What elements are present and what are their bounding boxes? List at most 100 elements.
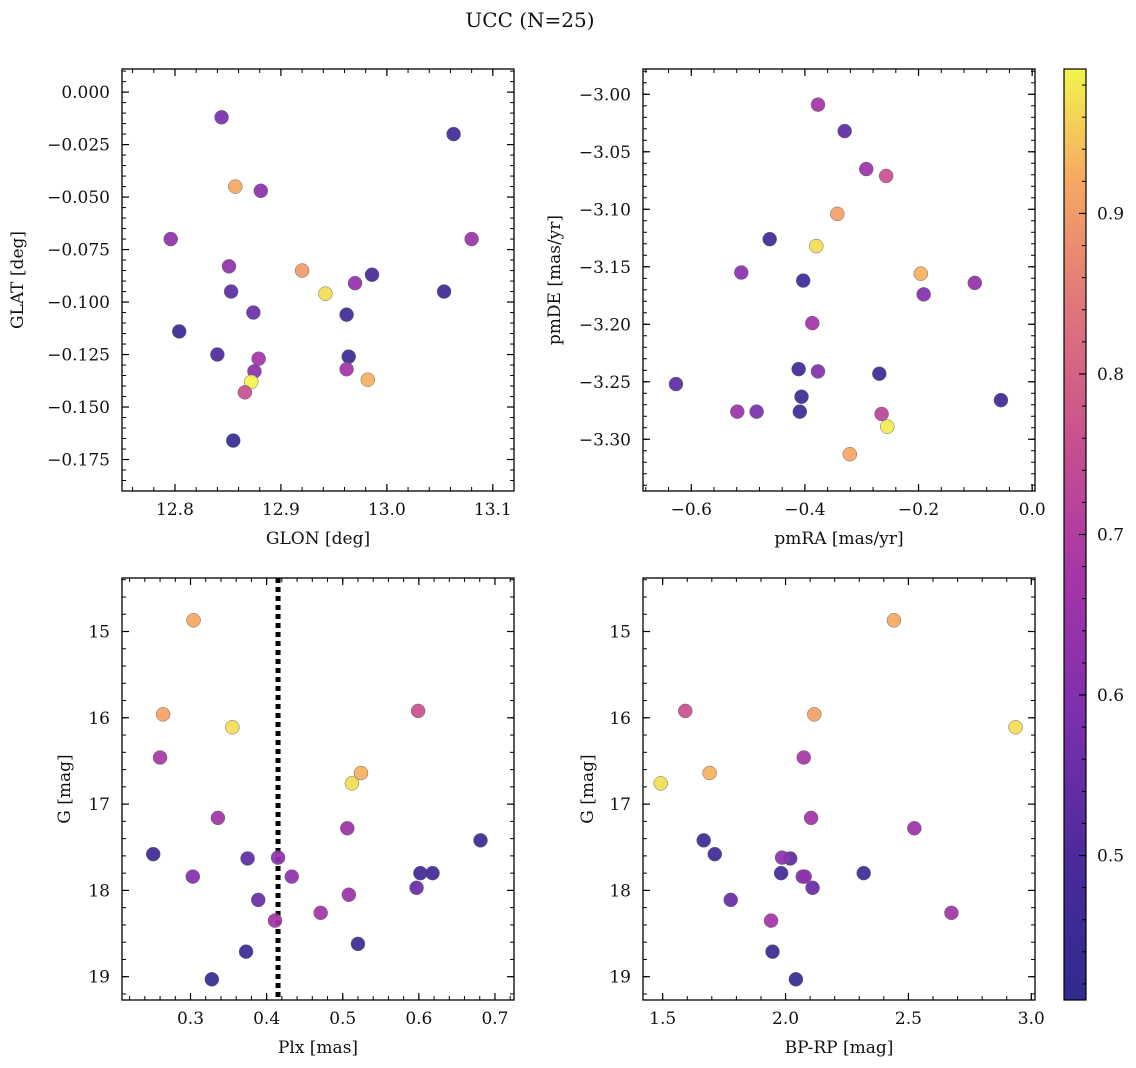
scatter-point: [773, 865, 789, 881]
x-axis-label: pmRA [mas/yr]: [774, 529, 903, 549]
scatter-point: [473, 833, 488, 848]
scatter-point: [185, 869, 201, 884]
x-tick-label: 1.5: [649, 1009, 676, 1029]
scatter-point: [913, 266, 929, 281]
scatter-point: [284, 869, 299, 884]
figure-title: UCC (N=25): [465, 8, 594, 32]
colorbar-tick-label: 0.8: [1097, 365, 1124, 385]
x-tick-label: 3.0: [1018, 1009, 1045, 1029]
scatter-point: [267, 913, 283, 928]
scatter-point: [270, 850, 286, 865]
scatter-point: [339, 361, 354, 377]
scatter-point: [807, 707, 822, 722]
y-tick-label: −0.050: [47, 188, 110, 208]
scatter-point: [749, 404, 764, 419]
scatter-point: [413, 865, 428, 881]
scatter-point: [842, 446, 858, 462]
x-axis-label: GLON [deg]: [266, 529, 370, 549]
y-tick-label: −0.125: [47, 346, 110, 366]
y-tick-label: 18: [88, 881, 110, 901]
scatter-point: [344, 776, 360, 791]
scatter-point: [792, 404, 808, 419]
scatter-point: [360, 372, 376, 387]
scatter-point: [696, 833, 711, 848]
axes-frame: [642, 577, 1036, 1001]
scatter-point: [347, 275, 363, 291]
scatter-point: [446, 126, 461, 142]
scatter-point: [1008, 720, 1023, 735]
scatter-point: [152, 750, 168, 765]
panel-pmra-pmde: −0.6 −0.4 −0.2 0.0 −3.00 −3.05 −3.10 −3.15 −3.20…: [545, 68, 1046, 549]
x-tick-label: 2.5: [895, 1009, 922, 1029]
y-tick-label: −3.05: [579, 143, 631, 163]
x-tick-label: 13.1: [474, 500, 512, 520]
scatter-point: [878, 168, 894, 184]
scatter-point: [250, 892, 266, 908]
scatter-point: [830, 206, 845, 222]
colorbar-tick-label: 0.9: [1097, 204, 1124, 224]
axes-frame: [121, 577, 515, 1001]
y-tick-label: −3.30: [579, 430, 631, 450]
scatter-point: [244, 374, 259, 390]
scatter-point: [171, 324, 187, 339]
x-tick-label: 13.0: [368, 500, 406, 520]
scatter-point: [425, 865, 440, 881]
x-tick-label: 2.0: [772, 1009, 799, 1029]
y-tick-label: −3.25: [579, 373, 631, 393]
scatter-point: [763, 913, 779, 928]
scatter-point: [702, 765, 717, 781]
x-tick-label: 12.8: [156, 500, 194, 520]
y-axis-label: GLAT [deg]: [8, 231, 28, 329]
scatter-point: [163, 231, 178, 247]
scatter-point: [210, 347, 225, 362]
scatter-point: [341, 887, 357, 902]
scatter-point: [145, 846, 161, 862]
scatter-point: [916, 287, 931, 302]
x-tick-label: 12.9: [262, 500, 300, 520]
scatter-panels: 12.8 12.9 13.0 13.1 0.000 −0.025 −0.050 −0.075 −…: [8, 68, 1046, 1058]
x-axis-label: BP-RP [mag]: [785, 1038, 894, 1058]
scatter-point: [214, 110, 229, 125]
y-axis-label: pmDE [mas/yr]: [545, 215, 565, 345]
axes-frame: [642, 68, 1036, 492]
scatter-point: [653, 776, 668, 791]
y-tick-label: 15: [88, 623, 110, 643]
scatter-point: [993, 392, 1009, 408]
scatter-point: [872, 366, 887, 381]
scatter-point: [223, 284, 239, 299]
scatter-point: [238, 944, 254, 959]
scatter-point: [886, 613, 902, 628]
x-tick-label: −0.6: [671, 500, 712, 520]
scatter-point: [765, 944, 780, 959]
y-tick-label: −3.20: [579, 315, 631, 335]
y-tick-label: 15: [609, 623, 631, 643]
scatter-point: [339, 307, 354, 322]
x-axis-label: Plx [mas]: [278, 1038, 358, 1058]
colorbar-frame: [1063, 68, 1087, 1001]
scatter-point: [364, 267, 380, 283]
scatter-point: [944, 905, 959, 921]
scatter-point: [353, 765, 369, 781]
y-tick-label: 18: [609, 881, 631, 901]
scatter-point: [707, 846, 723, 862]
scatter-point: [186, 613, 201, 628]
y-tick-label: −0.025: [47, 136, 110, 156]
colorbar-gradient: [1064, 69, 1086, 1000]
scatter-point: [803, 810, 819, 826]
scatter-point: [797, 869, 812, 884]
colorbar: 0.5 0.6 0.7 0.8 0.9: [1063, 68, 1124, 1001]
y-tick-label: −3.10: [579, 200, 631, 220]
scatter-point: [859, 161, 874, 177]
scatter-point: [341, 349, 356, 364]
scatter-point: [210, 810, 226, 826]
scatter-point: [350, 936, 366, 952]
x-tick-label: −0.2: [898, 500, 939, 520]
y-tick-label: 16: [609, 709, 631, 729]
scatter-point: [668, 376, 684, 392]
scatter-point: [409, 880, 424, 896]
x-tick-label: 0.3: [177, 1009, 204, 1029]
scatter-point: [318, 286, 333, 301]
scatter-point: [809, 238, 824, 254]
colorbar-tick-label: 0.7: [1097, 526, 1124, 546]
scatter-point: [225, 433, 241, 448]
